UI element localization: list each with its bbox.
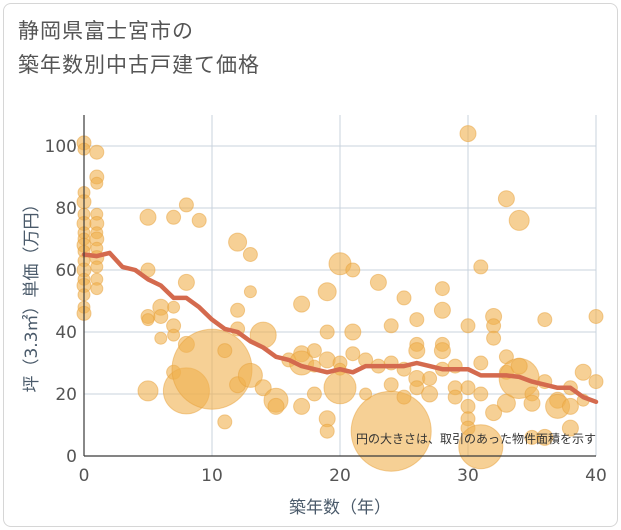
bubble-point	[523, 394, 541, 412]
bubble-point	[508, 209, 530, 231]
bubble-point	[90, 176, 104, 190]
x-tick-labels: 0 10 20 30 40	[79, 466, 607, 486]
bubble-point	[536, 428, 554, 446]
bubble-point	[306, 343, 322, 359]
x-tick-label: 0	[79, 466, 90, 486]
bubble-point	[434, 281, 450, 297]
bubble-point	[90, 282, 104, 296]
bubble-point	[473, 259, 489, 275]
bubble-point	[460, 318, 476, 334]
bubble-point	[319, 423, 335, 439]
y-tick-label: 100	[45, 137, 77, 157]
bubble-point	[318, 351, 336, 369]
y-axis-label: 坪（3.3㎡）単価（万円）	[22, 195, 42, 392]
bubble-point	[345, 262, 361, 278]
chart-title: 静岡県富士宮市の 築年数別中古戸建て価格	[18, 14, 260, 82]
bubble-point	[383, 318, 399, 334]
x-axis-label: 築年数（年）	[289, 498, 391, 518]
bubble-point	[319, 324, 335, 340]
bubble-point	[460, 380, 476, 396]
bubble-point	[228, 232, 248, 252]
bubble-point	[242, 247, 258, 262]
bubble-point	[459, 125, 477, 143]
x-tick-label: 20	[329, 466, 351, 486]
bubble-point	[561, 397, 579, 415]
y-tick-label: 20	[55, 385, 77, 405]
bubble-point	[369, 273, 387, 291]
bubble-point	[177, 273, 195, 291]
axes	[83, 115, 596, 457]
size-note: 円の大きさは、取引のあった物件面積を示す	[356, 431, 596, 446]
chart-title-line2: 築年数別中古戸建て価格	[18, 53, 260, 77]
bubble-point	[396, 290, 412, 306]
bubble-point	[323, 371, 357, 405]
bubble-point	[409, 312, 425, 328]
chart-title-line1: 静岡県富士宮市の	[18, 19, 194, 43]
bubble-point	[486, 330, 502, 346]
bubble-point	[345, 346, 361, 362]
chart-card	[3, 3, 618, 527]
bubble-point	[317, 282, 337, 302]
bubble-point	[267, 397, 285, 415]
bubble-point	[537, 312, 553, 328]
bubble-point	[243, 285, 257, 299]
bubble-point	[422, 371, 438, 386]
bubble-point	[217, 414, 233, 430]
bubble-point	[561, 419, 579, 437]
bubble-point	[408, 342, 426, 360]
x-tick-label: 10	[201, 466, 223, 486]
trend-line	[81, 250, 599, 405]
bubble-point	[293, 397, 311, 415]
y-tick-labels: 0 20 40 60 80 100	[45, 137, 77, 467]
bubble-point	[178, 197, 194, 213]
bubble-point	[396, 389, 412, 405]
bubble-point	[90, 260, 104, 274]
x-tick-label: 30	[457, 466, 479, 486]
bubble-point	[306, 386, 322, 402]
y-tick-label: 0	[66, 447, 77, 467]
bubble-point	[344, 323, 362, 341]
bubble-point	[137, 380, 159, 402]
y-tick-label: 60	[55, 261, 77, 281]
bubble-point	[293, 295, 311, 313]
bubble-point	[139, 208, 157, 226]
bubble-point	[473, 355, 489, 371]
bubble-point	[574, 363, 592, 381]
bubble-point	[167, 300, 181, 314]
y-tick-label: 40	[55, 323, 77, 343]
bubble-point	[486, 318, 502, 334]
bubble-point	[421, 385, 439, 403]
bubble-point	[588, 374, 604, 390]
bubble-point	[497, 190, 515, 208]
bubble-point	[473, 386, 489, 402]
bubble-point	[141, 313, 155, 327]
bubble-point	[237, 362, 263, 388]
y-tick-label: 80	[55, 199, 77, 219]
bubble-point	[191, 212, 207, 228]
bubble-point	[447, 389, 463, 405]
bubble-point	[217, 343, 233, 359]
bubble-point	[153, 309, 169, 324]
bubble-point	[350, 390, 432, 472]
bubble-point	[510, 357, 528, 375]
bubble-point	[433, 342, 451, 360]
bubble-point	[485, 404, 503, 422]
bubble-point	[588, 309, 604, 324]
x-tick-label: 40	[585, 466, 607, 486]
bubble-point	[167, 328, 181, 342]
bubble-point	[433, 301, 451, 319]
bubble-point	[230, 302, 246, 318]
bubble-point	[154, 331, 168, 345]
bubble-point	[89, 144, 105, 160]
bubble-point	[458, 424, 504, 470]
bubble-point	[166, 209, 182, 225]
bubble-point	[383, 377, 399, 393]
